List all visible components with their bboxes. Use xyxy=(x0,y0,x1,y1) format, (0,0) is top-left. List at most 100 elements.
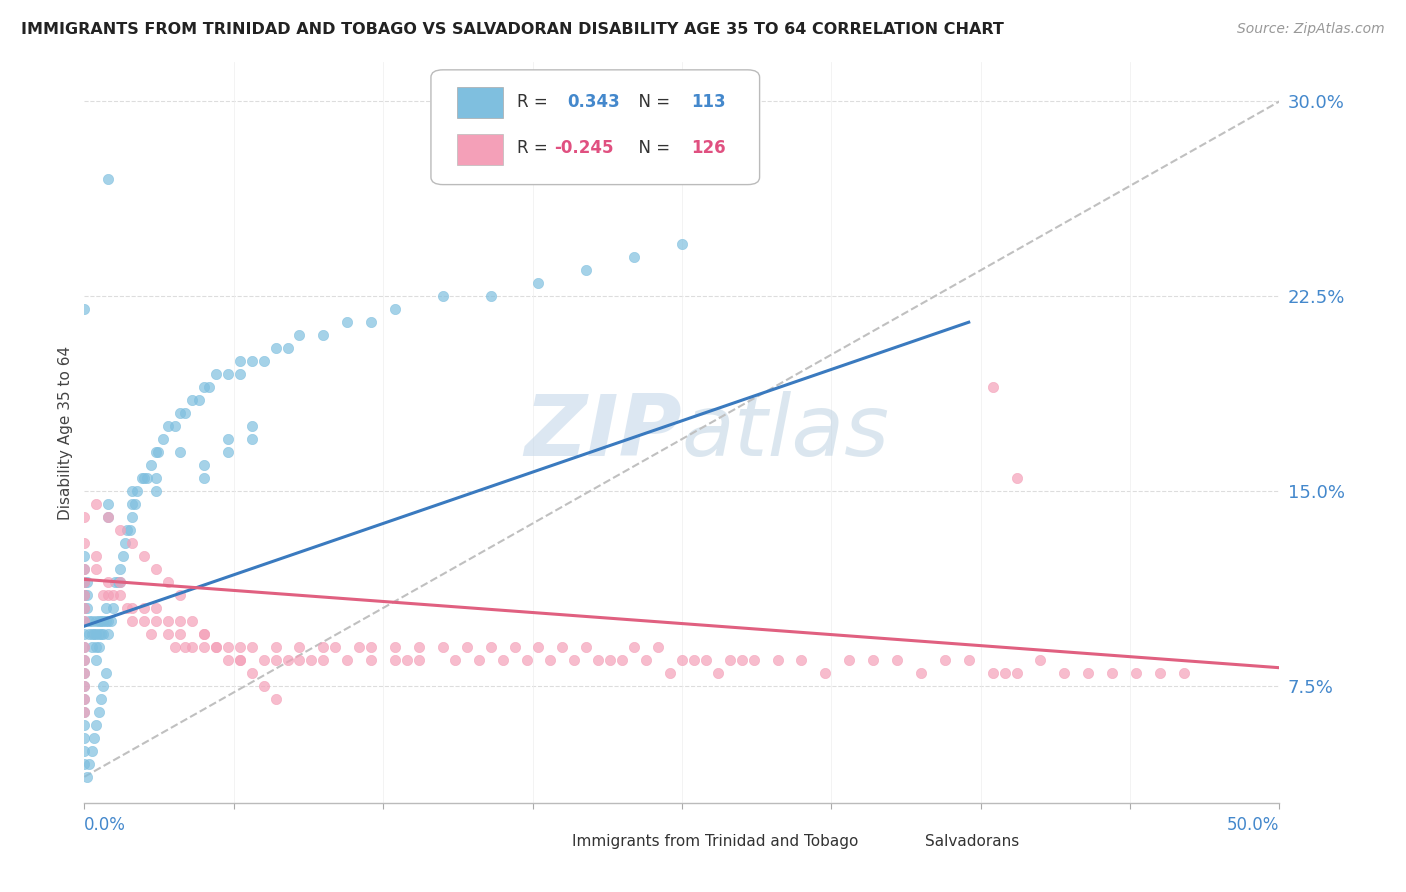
Point xyxy=(623,640,645,654)
Point xyxy=(384,640,406,654)
Point xyxy=(288,328,311,343)
Point xyxy=(1029,653,1052,667)
Point xyxy=(540,653,562,667)
Point xyxy=(97,172,120,186)
Point xyxy=(148,445,170,459)
Point xyxy=(193,471,215,485)
Point xyxy=(492,653,515,667)
Point xyxy=(229,653,252,667)
Point xyxy=(659,665,682,680)
Point xyxy=(110,574,132,589)
Text: ZIP: ZIP xyxy=(524,391,682,475)
Point xyxy=(73,731,96,745)
Point xyxy=(80,640,103,654)
Point xyxy=(1149,665,1171,680)
Point xyxy=(264,692,287,706)
Point xyxy=(205,640,228,654)
Point xyxy=(145,562,167,576)
Point xyxy=(132,549,156,563)
Point xyxy=(80,627,103,641)
Point xyxy=(1125,665,1147,680)
Bar xyxy=(457,134,503,165)
Point xyxy=(253,354,276,368)
Point xyxy=(73,653,96,667)
Point xyxy=(994,665,1017,680)
Point xyxy=(408,653,430,667)
Point xyxy=(217,653,239,667)
Point xyxy=(1005,665,1028,680)
FancyBboxPatch shape xyxy=(432,70,759,185)
Point xyxy=(981,380,1004,394)
Point xyxy=(169,406,191,420)
Point xyxy=(1077,665,1099,680)
Point xyxy=(118,523,141,537)
Point xyxy=(94,601,117,615)
Text: 0.343: 0.343 xyxy=(567,93,620,111)
Point xyxy=(73,549,96,563)
Point xyxy=(73,574,96,589)
Point xyxy=(165,419,187,434)
Point xyxy=(169,588,191,602)
Point xyxy=(217,432,239,446)
Text: N =: N = xyxy=(628,139,675,157)
Point xyxy=(157,614,180,628)
Point xyxy=(121,614,143,628)
Point xyxy=(121,497,143,511)
Point xyxy=(217,445,239,459)
Point xyxy=(862,653,884,667)
Point xyxy=(97,510,120,524)
Point xyxy=(124,497,146,511)
Point xyxy=(93,614,115,628)
Point xyxy=(503,640,526,654)
Point xyxy=(86,562,108,576)
Point xyxy=(145,445,167,459)
Point xyxy=(188,393,211,408)
Point xyxy=(173,406,195,420)
Point xyxy=(623,250,645,264)
Point xyxy=(1173,665,1195,680)
Point xyxy=(229,653,252,667)
Point xyxy=(336,653,359,667)
Point xyxy=(468,653,491,667)
Point xyxy=(910,665,932,680)
Point xyxy=(1053,665,1076,680)
Point xyxy=(73,601,96,615)
Point xyxy=(73,614,96,628)
Point xyxy=(217,640,239,654)
Point xyxy=(125,484,148,499)
Point xyxy=(145,471,167,485)
Point xyxy=(73,692,96,706)
Point xyxy=(312,328,335,343)
Point xyxy=(288,653,311,667)
Point xyxy=(360,315,382,329)
Point xyxy=(97,614,120,628)
Point xyxy=(87,627,110,641)
Point xyxy=(886,653,908,667)
Point xyxy=(264,341,287,355)
Point xyxy=(349,640,371,654)
Point xyxy=(73,718,96,732)
Point xyxy=(157,574,180,589)
Point xyxy=(360,640,382,654)
Point xyxy=(312,653,335,667)
Point xyxy=(384,653,406,667)
Point xyxy=(132,471,156,485)
Point xyxy=(73,679,96,693)
Point xyxy=(90,692,112,706)
Point xyxy=(97,497,120,511)
Point xyxy=(73,574,96,589)
Point xyxy=(73,302,96,317)
Point xyxy=(253,679,276,693)
Point xyxy=(564,653,586,667)
Point xyxy=(131,471,153,485)
Point xyxy=(527,277,550,291)
Point xyxy=(432,640,454,654)
Point xyxy=(181,640,204,654)
Point xyxy=(229,354,252,368)
Point xyxy=(181,614,204,628)
Point xyxy=(229,367,252,381)
Text: IMMIGRANTS FROM TRINIDAD AND TOBAGO VS SALVADORAN DISABILITY AGE 35 TO 64 CORREL: IMMIGRANTS FROM TRINIDAD AND TOBAGO VS S… xyxy=(21,22,1004,37)
Point xyxy=(934,653,956,667)
Point xyxy=(731,653,754,667)
Point xyxy=(87,640,110,654)
